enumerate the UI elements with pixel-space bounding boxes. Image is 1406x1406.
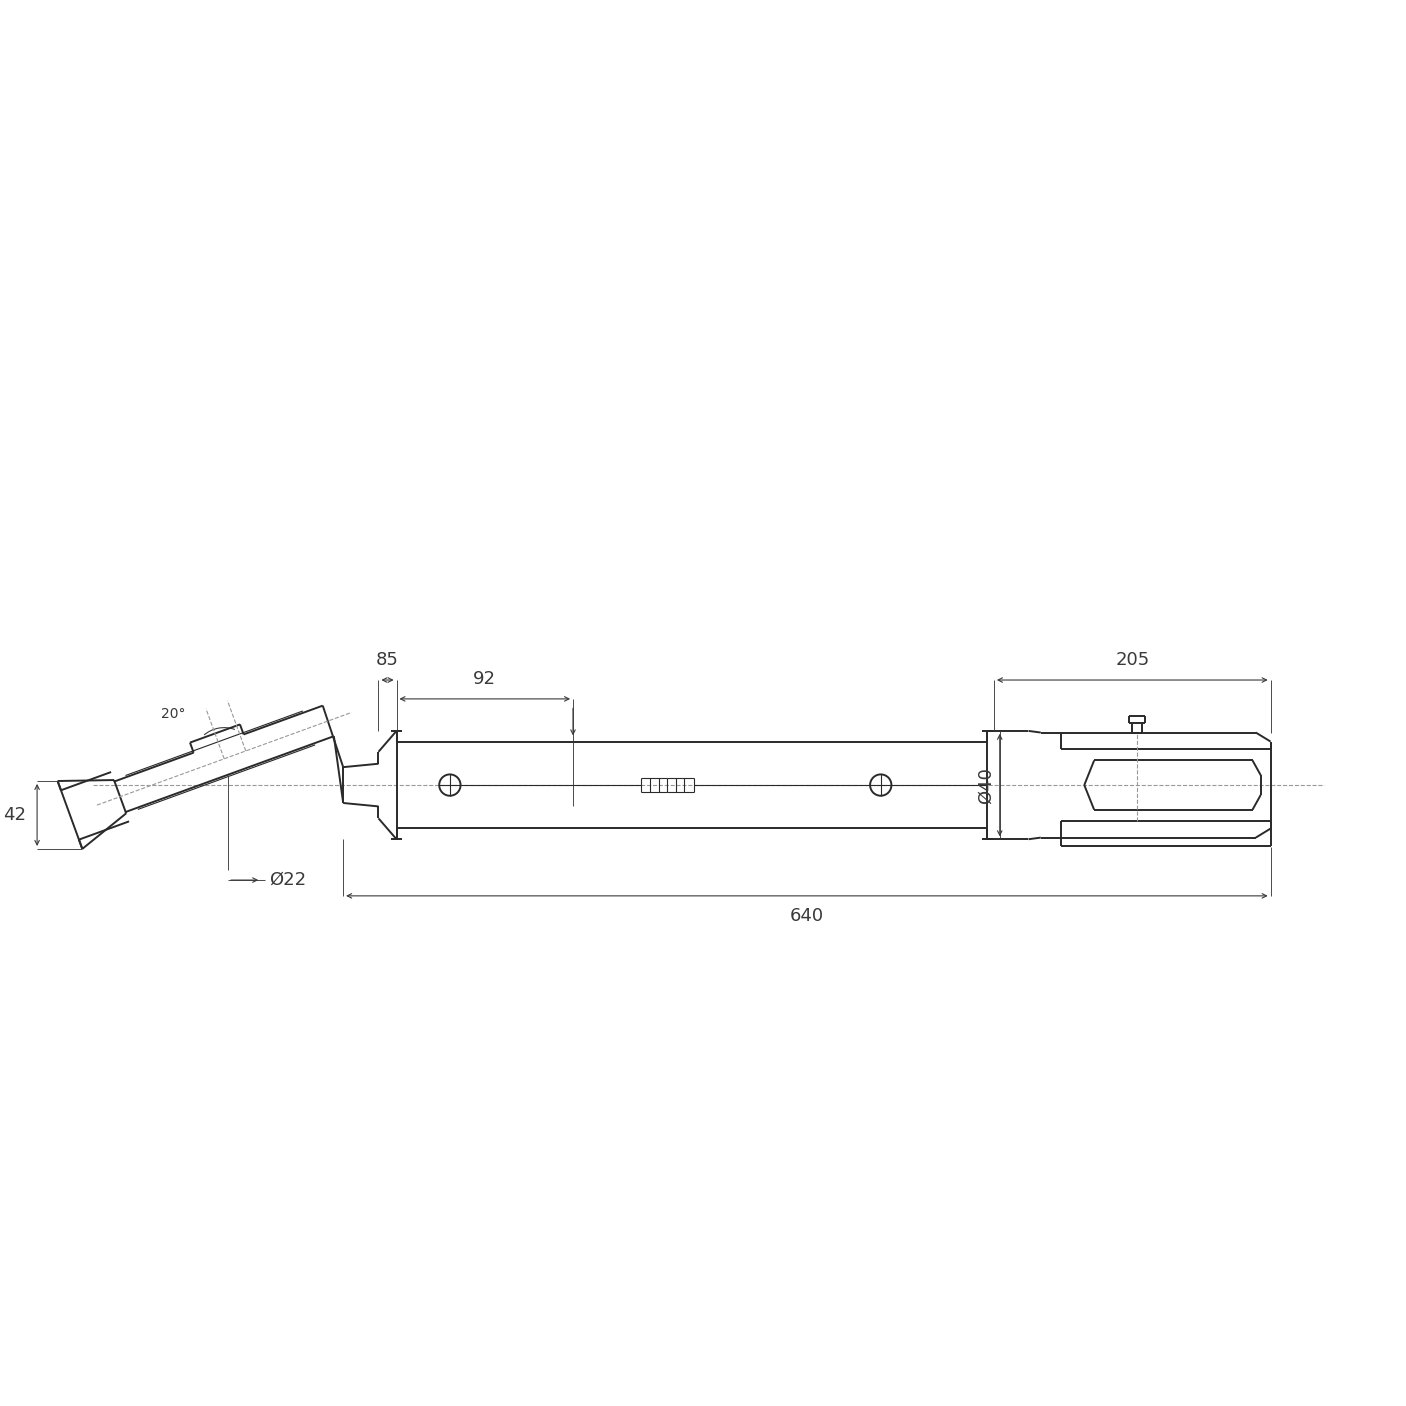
Text: Ø22: Ø22 <box>270 872 307 889</box>
Text: 92: 92 <box>474 671 496 688</box>
Text: 640: 640 <box>790 907 824 925</box>
Text: 205: 205 <box>1115 651 1150 669</box>
Text: 20°: 20° <box>162 707 186 721</box>
Text: 85: 85 <box>375 651 399 669</box>
Text: Ø40: Ø40 <box>977 766 995 803</box>
Text: 42: 42 <box>3 806 27 824</box>
